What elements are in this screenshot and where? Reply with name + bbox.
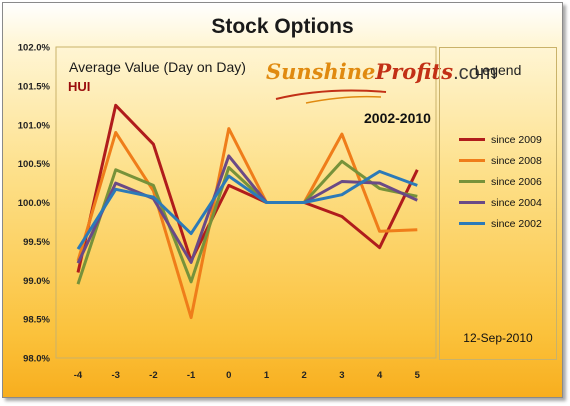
y-tick-label: 100.0% (18, 198, 51, 209)
legend-item: since 2009 (459, 134, 542, 148)
legend-swatch (459, 221, 485, 225)
y-tick-label: 101.0% (18, 120, 51, 131)
brand-logo: SunshineProfits.com (266, 59, 496, 109)
period-label: 2002-2010 (364, 110, 431, 126)
plot-area (55, 46, 437, 359)
series-line-since-2009 (76, 103, 419, 273)
series-line-since-2008 (76, 127, 418, 320)
y-axis: 98.0% 98.5% 99.0% 99.5% 100.0% 100.5% 101.0% 10… (18, 43, 51, 365)
y-tick-label: 101.5% (18, 81, 51, 92)
legend-label: since 2004 (491, 197, 542, 209)
y-tick-label: 98.0% (23, 354, 50, 365)
y-tick-label: 102.0% (18, 43, 51, 54)
x-tick-label: -4 (74, 370, 83, 381)
y-tick-label: 100.5% (18, 159, 51, 170)
x-tick-label: -2 (149, 370, 157, 381)
series-line-since-2002 (76, 169, 418, 250)
chart-subtitle: Average Value (Day on Day) (69, 59, 246, 75)
series-line-since-2004 (76, 154, 418, 264)
legend-title: Legend (474, 62, 522, 78)
chart-title: Stock Options (211, 15, 354, 38)
legend-label: since 2008 (491, 155, 542, 167)
chart-frame: Stock Options 98.0% 98.5% 99.0% 99.5% 100.0%… (2, 2, 563, 398)
legend-label: since 2002 (491, 218, 542, 230)
logo-text: SunshineProfits.com (266, 59, 497, 84)
legend-label: since 2006 (491, 176, 542, 188)
x-tick-label: 0 (226, 370, 231, 381)
x-tick-label: 2 (302, 370, 307, 381)
x-axis: -4 -3 -2 -1 0 1 2 3 4 5 (74, 370, 421, 381)
legend-swatch (459, 179, 485, 183)
y-tick-label: 99.5% (23, 237, 50, 248)
legend-swatch (459, 137, 485, 141)
x-tick-label: -3 (111, 370, 119, 381)
asset-label: HUI (68, 79, 91, 94)
series-group (76, 103, 419, 320)
legend-swatch (459, 158, 485, 162)
x-tick-label: 1 (264, 370, 270, 381)
x-tick-label: 4 (377, 370, 383, 381)
legend-item: since 2008 (459, 155, 542, 169)
legend: Legend since 2009 since 2008 since 2006 sin… (439, 47, 557, 360)
legend-swatch (459, 200, 485, 204)
x-tick-label: -1 (187, 370, 196, 381)
legend-item: since 2004 (459, 197, 542, 211)
chart-plot: 98.0%98.5%99.0%99.5%100.0%100.5%101.0%10… (18, 43, 437, 381)
x-tick-label: 3 (339, 370, 344, 381)
legend-item: since 2002 (459, 218, 542, 232)
date-label: 12-Sep-2010 (463, 331, 533, 345)
legend-item: since 2006 (459, 176, 542, 190)
x-tick-label: 5 (415, 370, 421, 381)
y-tick-label: 99.0% (23, 276, 50, 287)
legend-label: since 2009 (491, 134, 542, 146)
y-tick-label: 98.5% (23, 315, 50, 326)
series-line-since-2006 (76, 159, 418, 285)
logo-swoosh-icon (275, 89, 387, 104)
